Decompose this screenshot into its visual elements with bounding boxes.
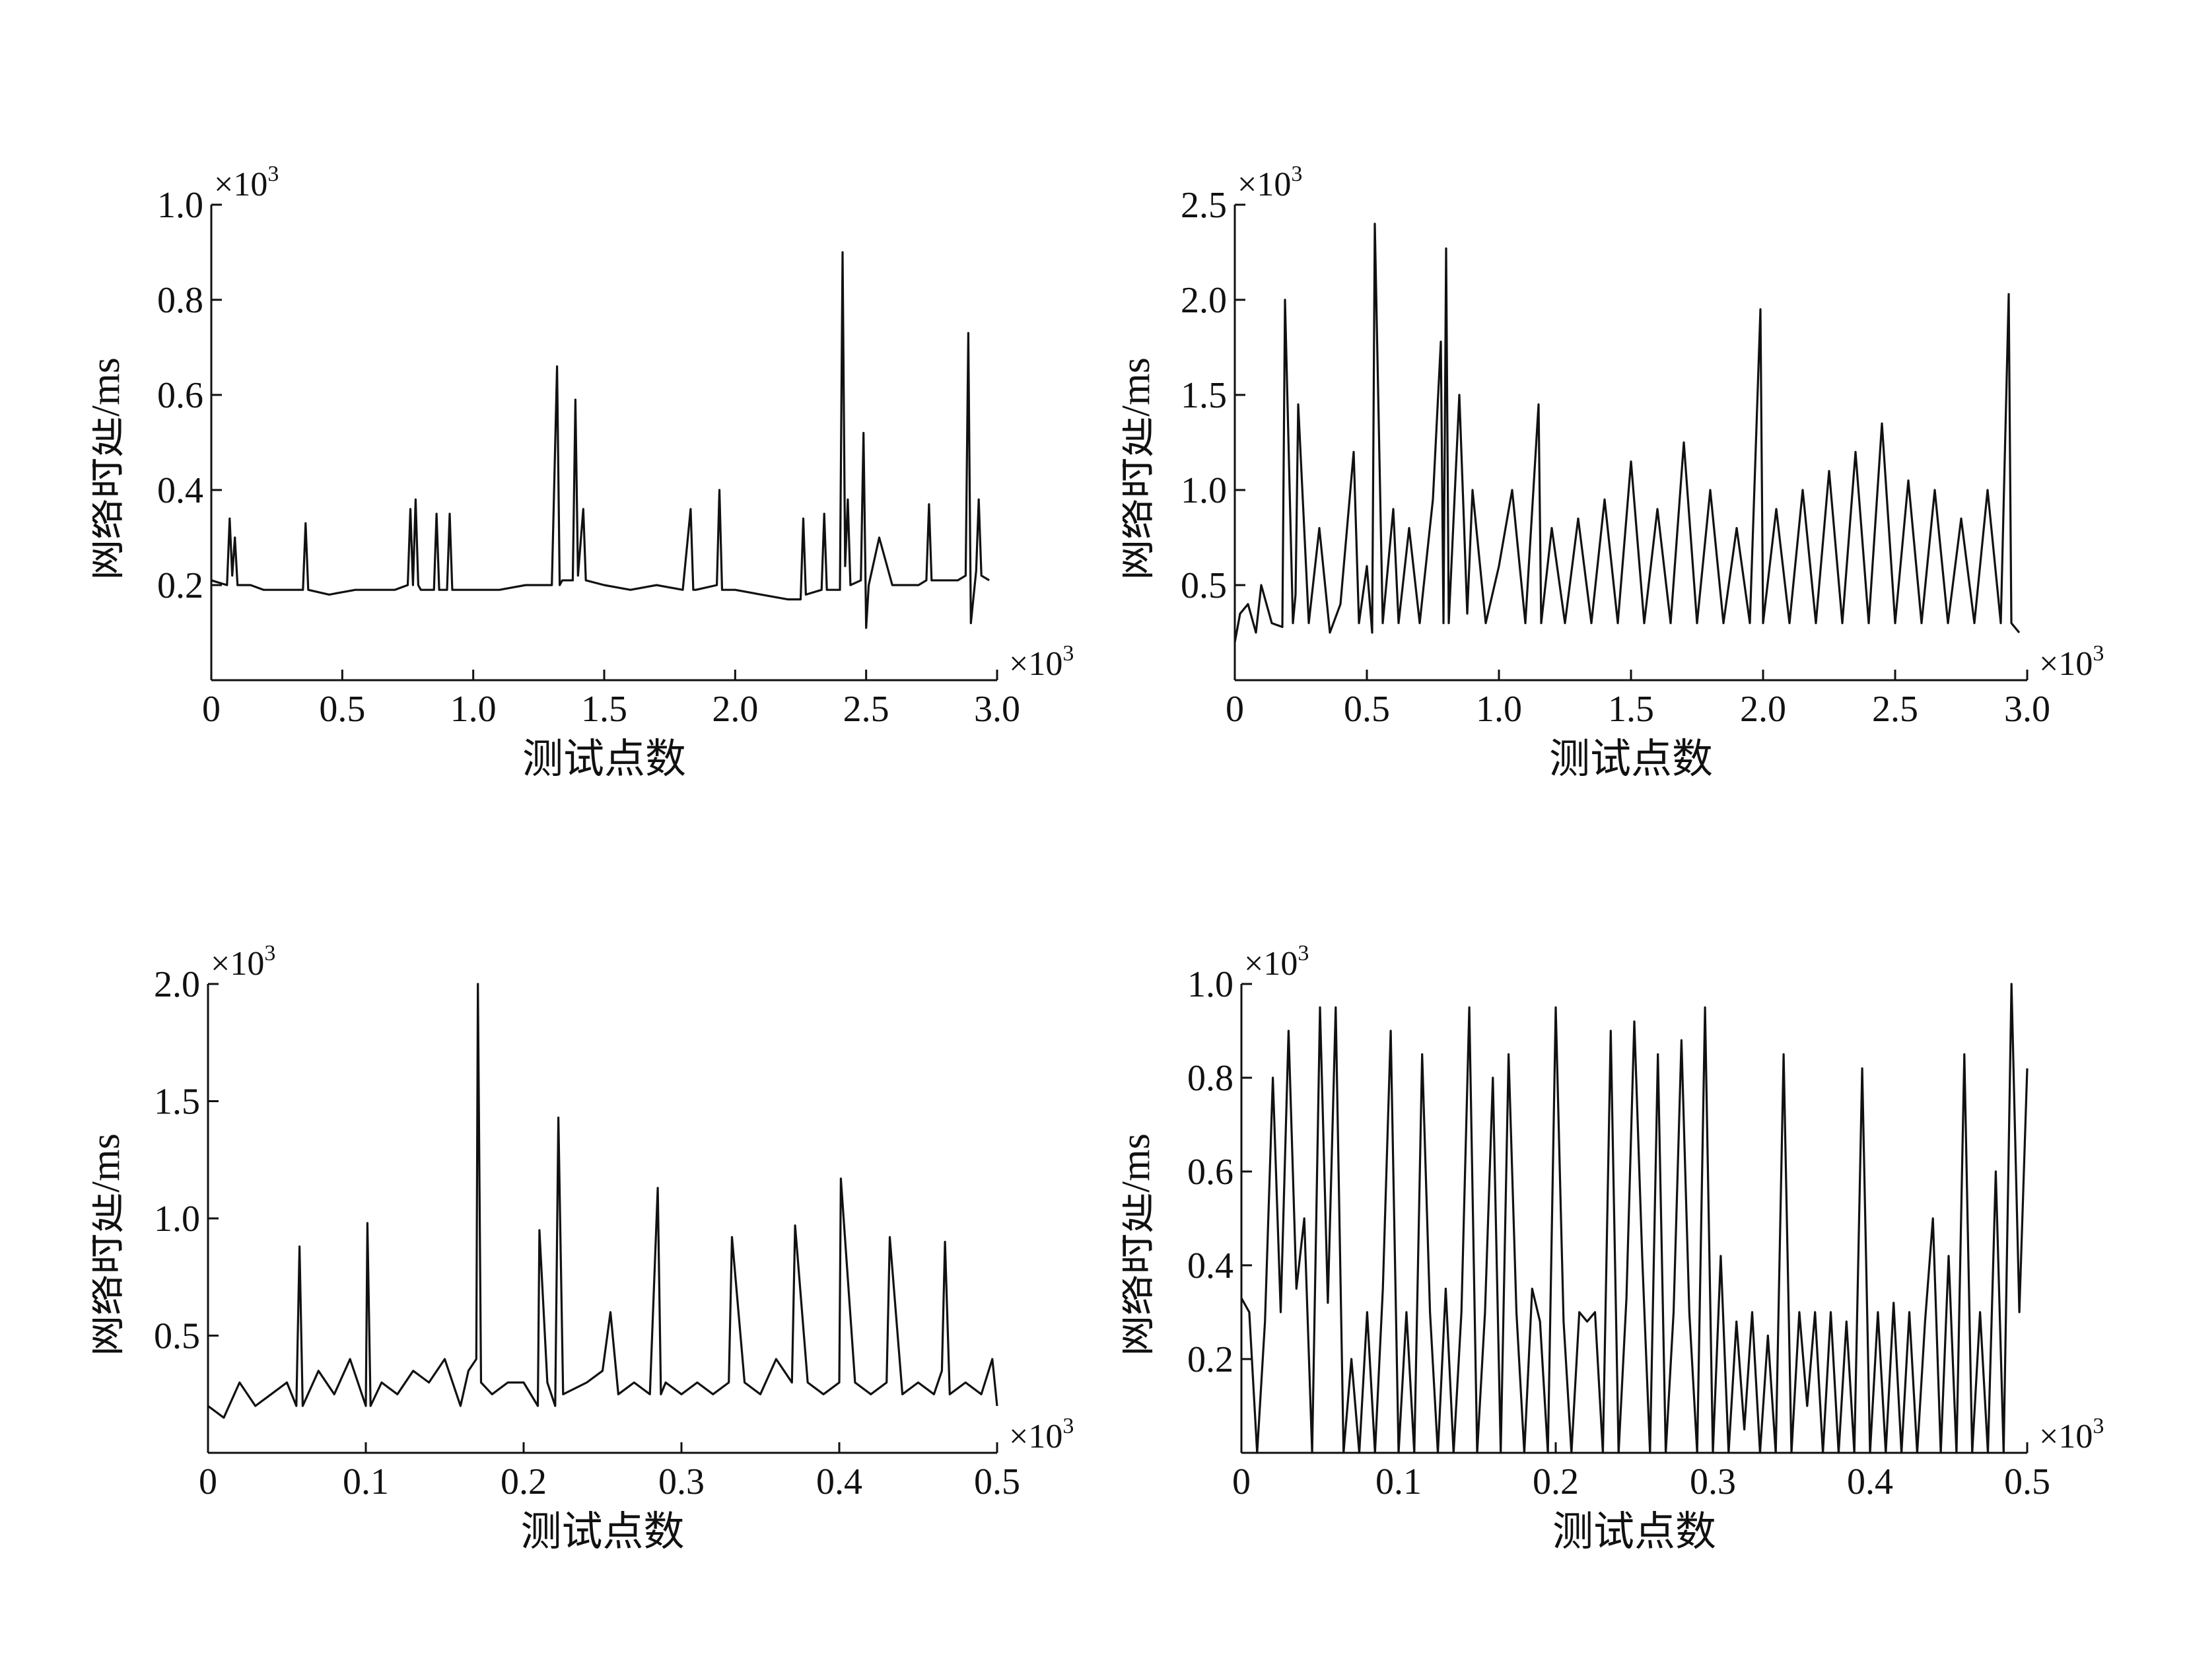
x-tick-label: 0 [199, 1461, 217, 1502]
y-tick-label: 2.5 [1181, 185, 1227, 226]
x-tick-label: 0.1 [1375, 1461, 1422, 1502]
y-exponent-power: 3 [267, 162, 279, 186]
x-tick-label: 0.5 [319, 689, 365, 730]
chart-panel-top-left: 0 0.5 1.0 1.5 2.0 2.5 3.00.20.40.60.81.0×103×1… [92, 162, 1074, 782]
x-tick-label: 2.0 [1740, 689, 1786, 730]
y-exponent-label: ×103 [211, 941, 275, 983]
x-tick-label: 1.0 [1476, 689, 1522, 730]
x-axis-title: 测试点数 [1552, 1510, 1716, 1555]
x-tick-label: 3.0 [2004, 689, 2050, 730]
y-tick-label: 1.0 [157, 185, 203, 226]
series-line-0 [1240, 983, 2029, 1454]
x-exponent-power: 3 [2093, 641, 2104, 666]
y-exponent-base: ×10 [211, 945, 264, 983]
x-tick-label: 0.4 [1847, 1461, 1893, 1502]
y-tick-label: 1.0 [1181, 470, 1227, 511]
x-exponent-power: 3 [2093, 1414, 2104, 1438]
x-tick-label: 2.5 [843, 689, 889, 730]
x-tick-label: 0.2 [1533, 1461, 1579, 1502]
y-exponent-base: ×10 [214, 166, 267, 203]
x-tick-label: 0 [202, 689, 221, 730]
x-exponent-base: ×10 [2039, 1418, 2093, 1455]
x-exponent-label: ×103 [2039, 1414, 2104, 1455]
y-exponent-power: 3 [1298, 941, 1309, 965]
x-tick-label: 2.0 [712, 689, 758, 730]
series-line-0 [207, 983, 998, 1419]
x-tick-label: 0.2 [501, 1461, 547, 1502]
y-tick-label: 1.0 [154, 1199, 200, 1240]
series-line-0 [211, 251, 990, 629]
x-exponent-base: ×10 [2039, 645, 2093, 683]
y-tick-label: 0.8 [157, 280, 203, 321]
y-tick-label: 1.0 [1187, 964, 1233, 1005]
x-exponent-base: ×10 [1009, 645, 1062, 683]
y-exponent-base: ×10 [1244, 945, 1298, 983]
y-tick-label: 0.8 [1187, 1058, 1233, 1099]
y-exponent-label: ×103 [1244, 941, 1309, 983]
y-tick-label: 1.5 [154, 1082, 200, 1123]
y-axis-title: 网络时延/ms [92, 357, 128, 580]
x-tick-label: 2.5 [1872, 689, 1918, 730]
x-tick-label: 0.3 [658, 1461, 705, 1502]
y-tick-label: 0.5 [1181, 565, 1227, 606]
x-axis-title: 测试点数 [1549, 737, 1713, 782]
y-tick-label: 0.5 [154, 1316, 200, 1357]
x-tick-label: 0 [1226, 689, 1244, 730]
x-tick-label: 0.5 [2004, 1461, 2050, 1502]
y-tick-label: 2.0 [154, 964, 200, 1005]
y-tick-label: 2.0 [1181, 280, 1227, 321]
x-tick-label: 0 [1232, 1461, 1251, 1502]
x-tick-label: 0.3 [1690, 1461, 1736, 1502]
chart-panel-bottom-left: 0 0.1 0.2 0.3 0.4 0.50.51.01.52.0×103×103测试点数… [92, 941, 1074, 1555]
y-exponent-power: 3 [264, 941, 275, 965]
y-tick-label: 1.5 [1181, 375, 1227, 416]
series-line-0 [1233, 223, 2021, 643]
x-exponent-base: ×10 [1009, 1418, 1062, 1455]
y-exponent-power: 3 [1291, 162, 1302, 186]
y-axis-title: 网络时延/ms [1123, 357, 1158, 580]
x-tick-label: 0.5 [1344, 689, 1390, 730]
y-exponent-label: ×103 [214, 162, 279, 203]
y-tick-label: 0.6 [1187, 1152, 1233, 1193]
x-tick-label: 3.0 [974, 689, 1020, 730]
y-tick-label: 0.6 [157, 375, 203, 416]
y-axis-title: 网络时延/ms [1123, 1133, 1158, 1356]
x-exponent-power: 3 [1062, 641, 1074, 666]
y-tick-label: 0.4 [157, 470, 203, 511]
x-tick-label: 0.5 [974, 1461, 1020, 1502]
y-exponent-base: ×10 [1237, 166, 1291, 203]
chart-panel-top-right: 0 0.5 1.0 1.5 2.0 2.5 3.00.51.01.52.02.5×103×1… [1123, 162, 2104, 782]
x-tick-label: 1.5 [581, 689, 627, 730]
y-tick-label: 0.2 [1187, 1339, 1233, 1380]
x-tick-label: 1.5 [1608, 689, 1654, 730]
x-axis-title: 测试点数 [522, 737, 686, 782]
y-tick-label: 0.2 [157, 565, 203, 606]
x-exponent-label: ×103 [1009, 1414, 1074, 1455]
x-axis-title: 测试点数 [520, 1510, 684, 1555]
x-exponent-power: 3 [1062, 1414, 1074, 1438]
x-tick-label: 0.1 [343, 1461, 389, 1502]
x-exponent-label: ×103 [2039, 641, 2104, 683]
chart-panel-bottom-right: 0 0.1 0.2 0.3 0.4 0.50.20.40.60.81.0×103×103测… [1123, 941, 2104, 1555]
x-tick-label: 0.4 [816, 1461, 862, 1502]
x-exponent-label: ×103 [1009, 641, 1074, 683]
y-exponent-label: ×103 [1237, 162, 1302, 203]
y-axis-title: 网络时延/ms [92, 1133, 128, 1356]
y-tick-label: 0.4 [1187, 1245, 1233, 1286]
x-tick-label: 1.0 [450, 689, 497, 730]
